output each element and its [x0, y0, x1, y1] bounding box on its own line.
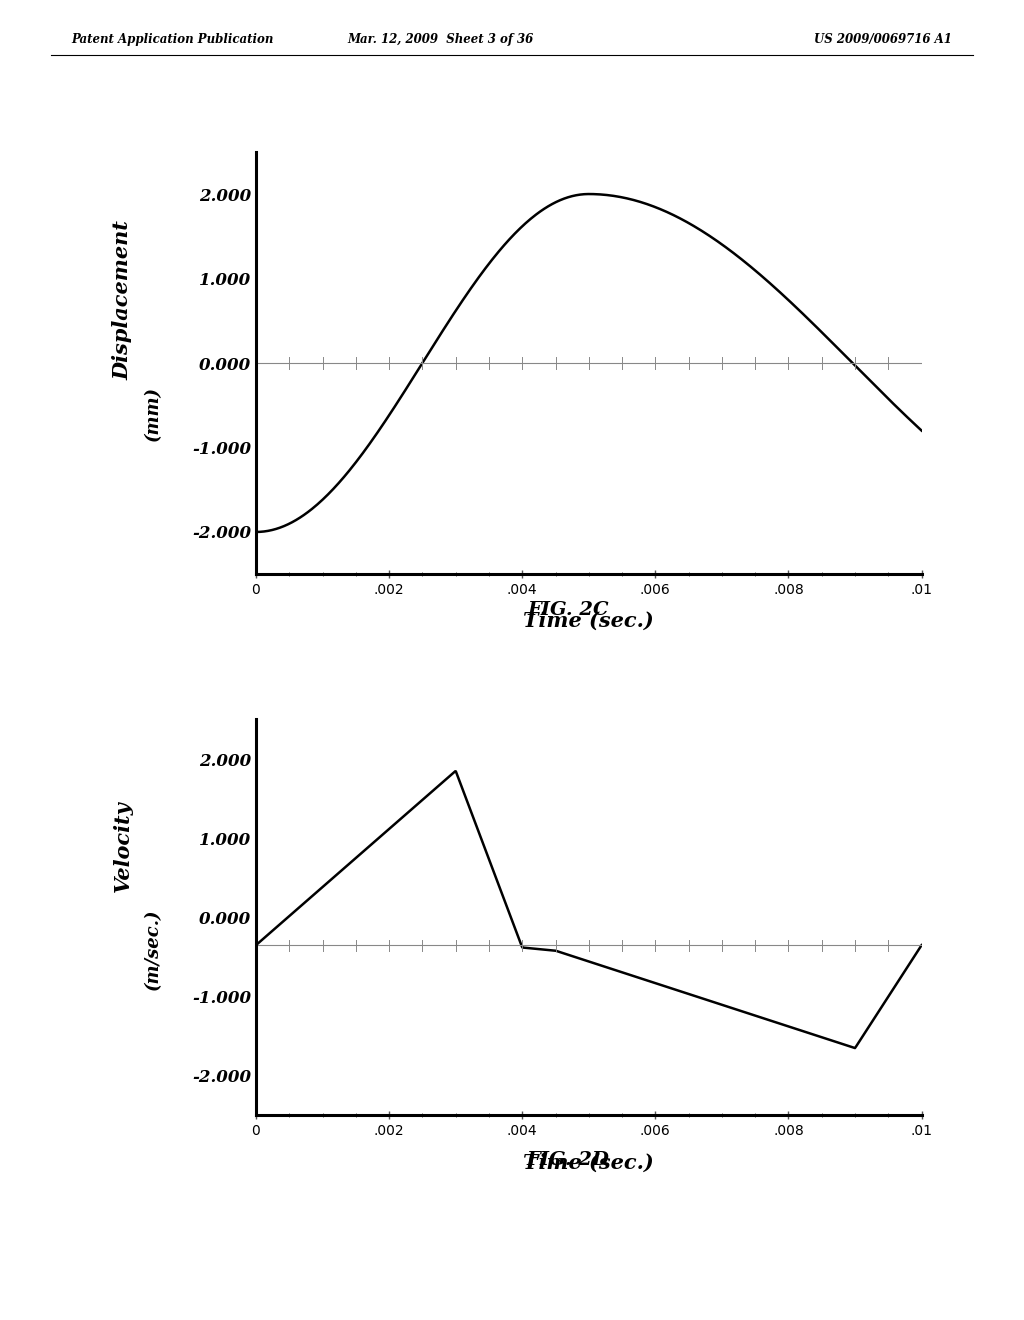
Text: (mm): (mm) — [143, 387, 162, 441]
Text: FIG. 2C: FIG. 2C — [527, 601, 609, 619]
X-axis label: Time (sec.): Time (sec.) — [523, 611, 654, 631]
Text: Mar. 12, 2009  Sheet 3 of 36: Mar. 12, 2009 Sheet 3 of 36 — [347, 33, 534, 46]
Text: (m/sec.): (m/sec.) — [143, 908, 162, 990]
Text: Displacement: Displacement — [113, 219, 133, 380]
Text: US 2009/0069716 A1: US 2009/0069716 A1 — [814, 33, 952, 46]
Text: FIG. 2D: FIG. 2D — [527, 1151, 609, 1170]
Text: Velocity: Velocity — [113, 800, 133, 892]
Text: Patent Application Publication: Patent Application Publication — [72, 33, 274, 46]
X-axis label: Time (sec.): Time (sec.) — [523, 1152, 654, 1172]
